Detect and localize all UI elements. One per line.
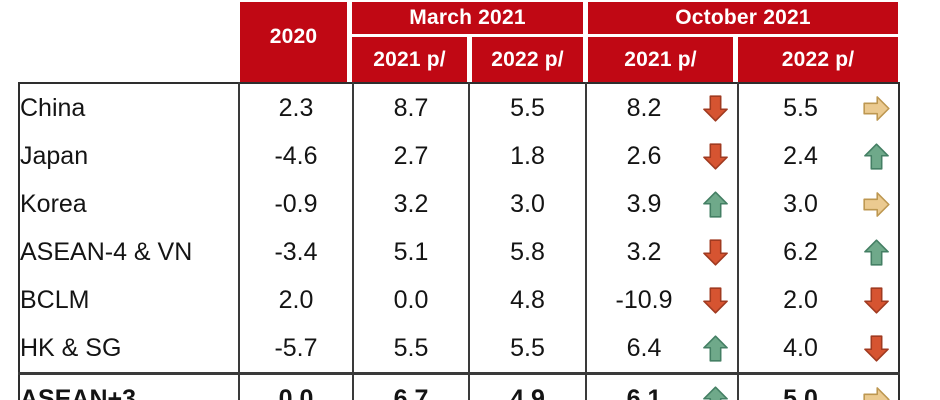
data-table: China 2.3 8.7 5.5 8.2 5.5 Japan -4.6 2.7… <box>18 82 900 400</box>
value-oct-2021: 3.2 <box>626 237 662 266</box>
value-mar-2021: 0.0 <box>352 276 469 324</box>
value-oct-2021: 6.1 <box>626 384 662 400</box>
value-2020: 2.0 <box>238 276 353 324</box>
value-mar-2021: 8.7 <box>352 83 469 132</box>
value-mar-2022: 4.9 <box>468 372 586 400</box>
value-oct-2022: 2.0 <box>783 285 818 314</box>
value-mar-2021: 5.5 <box>352 324 469 374</box>
table-row-total: ASEAN+3 0.0 6.7 4.9 6.1 5.0 <box>19 372 899 400</box>
header-march-2021: March 2021 <box>352 2 583 34</box>
value-mar-2021: 3.2 <box>352 180 469 228</box>
value-oct-2021: 8.2 <box>626 93 662 122</box>
subheader-october-2021p: 2021 p/ <box>588 37 733 82</box>
row-label: ASEAN-4 & VN <box>20 237 193 266</box>
value-mar-2021: 6.7 <box>352 372 469 400</box>
arrow-down-icon <box>701 286 730 315</box>
value-mar-2022: 5.5 <box>468 83 586 132</box>
row-label: ASEAN+3 <box>19 372 239 400</box>
arrow-right-icon <box>862 385 891 400</box>
arrow-up-icon <box>701 334 730 363</box>
subheader-march-2022p: 2022 p/ <box>472 37 583 82</box>
value-oct-2022: 4.0 <box>783 333 818 362</box>
arrow-up-icon <box>862 238 891 267</box>
arrow-up-icon <box>862 142 891 171</box>
arrow-up-icon <box>701 190 730 219</box>
value-2020: 2.3 <box>238 83 353 132</box>
arrow-down-icon <box>701 238 730 267</box>
value-2020: -3.4 <box>238 228 353 276</box>
subheader-march-2021p: 2021 p/ <box>352 37 467 82</box>
value-2020: -5.7 <box>238 324 353 374</box>
value-oct-2022: 2.4 <box>783 141 818 170</box>
value-mar-2022: 5.5 <box>468 324 586 374</box>
arrow-down-icon <box>701 94 730 123</box>
value-mar-2021: 5.1 <box>352 228 469 276</box>
arrow-down-icon <box>701 142 730 171</box>
table-row: ASEAN-4 & VN -3.4 5.1 5.8 3.2 6.2 <box>19 228 899 276</box>
value-mar-2022: 4.8 <box>468 276 586 324</box>
arrow-up-icon <box>701 385 730 400</box>
row-label: China <box>20 93 86 122</box>
value-mar-2021: 2.7 <box>352 132 469 180</box>
value-2020: -4.6 <box>238 132 353 180</box>
value-oct-2021: 6.4 <box>626 333 662 362</box>
value-oct-2022: 5.5 <box>783 93 818 122</box>
row-label: Japan <box>20 141 89 170</box>
value-oct-2021: 3.9 <box>626 189 662 218</box>
arrow-right-icon <box>862 190 891 219</box>
table-row: BCLM 2.0 0.0 4.8 -10.9 2.0 <box>19 276 899 324</box>
value-mar-2022: 1.8 <box>468 132 586 180</box>
row-label: BCLM <box>20 285 90 314</box>
value-oct-2021: 2.6 <box>626 141 662 170</box>
value-mar-2022: 5.8 <box>468 228 586 276</box>
value-2020: -0.9 <box>238 180 353 228</box>
arrow-down-icon <box>862 286 891 315</box>
table-row: HK & SG -5.7 5.5 5.5 6.4 4.0 <box>19 324 899 374</box>
arrow-right-icon <box>862 94 891 123</box>
value-mar-2022: 3.0 <box>468 180 586 228</box>
header-october-2021: October 2021 <box>588 2 898 34</box>
subheader-october-2022p: 2022 p/ <box>738 37 898 82</box>
table-row: Korea -0.9 3.2 3.0 3.9 3.0 <box>19 180 899 228</box>
table-row: Japan -4.6 2.7 1.8 2.6 2.4 <box>19 132 899 180</box>
value-oct-2022: 6.2 <box>783 237 818 266</box>
header-2020: 2020 <box>240 2 347 82</box>
value-oct-2021: -10.9 <box>615 285 673 314</box>
row-label: Korea <box>20 189 87 218</box>
table-row: China 2.3 8.7 5.5 8.2 5.5 <box>19 83 899 132</box>
value-2020: 0.0 <box>238 372 353 400</box>
value-oct-2022: 3.0 <box>783 189 818 218</box>
value-oct-2022: 5.0 <box>783 384 818 400</box>
row-label: HK & SG <box>20 333 122 362</box>
arrow-down-icon <box>862 334 891 363</box>
